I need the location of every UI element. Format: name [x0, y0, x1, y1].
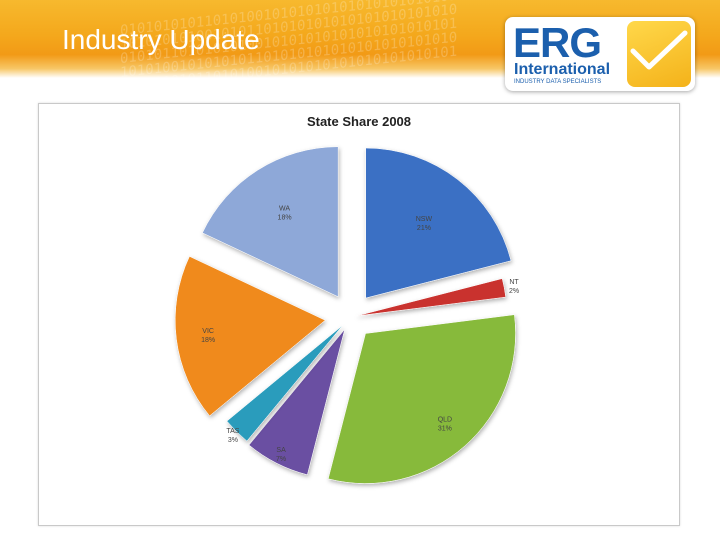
- slice-category-label-qld: QLD: [438, 417, 452, 424]
- slice-value-label-nt: 2%: [509, 288, 519, 295]
- pie-slice-sa: [248, 329, 345, 476]
- slide-title: Industry Update: [62, 24, 260, 55]
- pie-slice-vic: [175, 256, 326, 417]
- slice-category-label-vic: VIC: [202, 328, 214, 335]
- pie-slice-qld: [327, 314, 516, 484]
- logo-subtitle: International: [514, 61, 611, 78]
- pie-chart: NSW 21% NT 2% QLD 31% SA 7% TAS 3% VIC 18% WA 18%: [175, 146, 519, 484]
- pie-slice-nsw: [365, 147, 512, 299]
- slice-category-label-nt: NT: [509, 279, 519, 286]
- slice-value-label-vic: 18%: [201, 337, 215, 344]
- slice-category-label-nsw: NSW: [416, 216, 433, 223]
- erg-logo: ERG International INDUSTRY DATA SPECIALI…: [505, 17, 695, 91]
- slice-value-label-wa: 18%: [278, 214, 292, 221]
- chart-title: State Share 2008: [306, 114, 412, 129]
- chart-frame: State Share 2008 NSW 21% NT 2% QLD 31% SA 7% TAS…: [38, 103, 680, 526]
- slice-category-label-wa: WA: [279, 205, 290, 212]
- logo-word: ERG: [513, 19, 602, 66]
- slice-value-label-tas: 3%: [228, 437, 238, 444]
- checkmark-badge-icon: [627, 21, 691, 87]
- pie-slice-tas: [226, 325, 343, 442]
- logo-tagline: INDUSTRY DATA SPECIALISTS: [514, 79, 602, 85]
- slice-category-label-sa: SA: [276, 447, 286, 454]
- pie-slice-wa: [202, 146, 339, 298]
- slice-value-label-qld: 31%: [438, 426, 452, 433]
- slice-value-label-nsw: 21%: [417, 225, 431, 232]
- slice-value-label-sa: 7%: [276, 456, 286, 463]
- slice-category-label-tas: TAS: [226, 428, 239, 435]
- pie-slice-nt: [356, 278, 506, 317]
